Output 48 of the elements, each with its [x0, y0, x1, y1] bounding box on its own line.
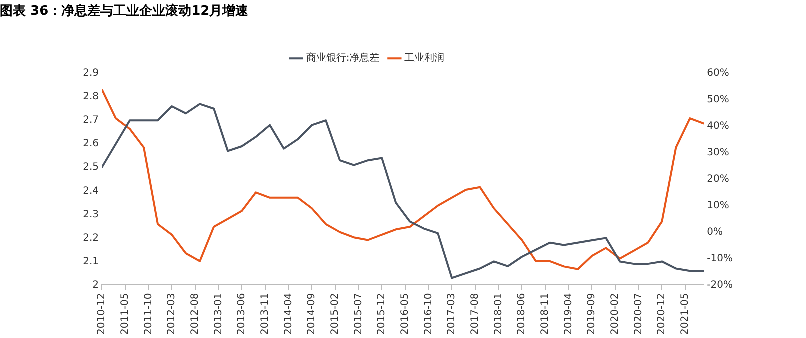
x-tick-label: 2019-04 — [563, 293, 574, 336]
y-tick-label: 2.6 — [83, 138, 99, 150]
y-tick-label: 2.7 — [83, 115, 99, 126]
x-tick-label: 2017-03 — [446, 293, 458, 336]
x-tick-label: 2020-12 — [656, 293, 668, 336]
y2-tick-label: 40% — [707, 121, 730, 132]
y-tick-label: 2.5 — [83, 162, 99, 174]
x-tick-label: 2015-12 — [376, 293, 388, 336]
y-tick-label: 2.8 — [83, 92, 99, 103]
y2-tick-label: 50% — [707, 94, 730, 106]
y-tick-label: 2.3 — [83, 209, 99, 220]
x-tick-label: 2014-09 — [306, 293, 318, 336]
x-tick-label: 2017-08 — [470, 293, 482, 336]
x-tick-label: 2016-05 — [400, 293, 412, 336]
y-tick-label: 2.9 — [83, 68, 99, 80]
x-tick-label: 2015-02 — [330, 293, 341, 336]
x-tick-label: 2012-03 — [166, 293, 178, 336]
y2-tick-label: -10% — [707, 253, 734, 264]
x-tick-label: 2013-01 — [213, 293, 224, 336]
x-tick-label: 2019-09 — [586, 293, 598, 336]
x-tick-label: 2020-07 — [633, 293, 644, 336]
y-tick-label: 2 — [92, 280, 99, 291]
legend-label: 商业银行:净息差 — [306, 52, 380, 64]
x-tick-label: 2014-04 — [283, 293, 294, 336]
x-tick-label: 2011-05 — [120, 293, 131, 336]
y2-tick-label: 20% — [707, 174, 730, 186]
x-tick-label: 2016-10 — [423, 293, 434, 336]
y2-tick-label: 30% — [707, 148, 730, 159]
x-tick-label: 2021-05 — [680, 293, 692, 336]
x-tick-label: 2013-11 — [260, 293, 271, 336]
y2-tick-label: 10% — [707, 200, 730, 212]
x-tick-label: 2011-10 — [143, 293, 154, 336]
y-tick-label: 2.2 — [83, 232, 99, 244]
x-tick-label: 2018-11 — [540, 293, 552, 336]
x-tick-label: 2015-07 — [353, 293, 364, 336]
x-tick-label: 2018-01 — [493, 293, 504, 336]
y-tick-label: 2.4 — [83, 186, 99, 197]
y2-tick-label: -20% — [707, 280, 734, 291]
chart-title: 图表 36：净息差与工业企业滚动12月增速 — [0, 3, 250, 20]
y2-tick-label: 0% — [707, 226, 724, 238]
y-tick-label: 2.1 — [83, 256, 99, 268]
y2-tick-label: 60% — [707, 68, 730, 80]
x-tick-label: 2018-06 — [516, 293, 528, 336]
x-tick-label: 2010-12 — [96, 293, 108, 336]
x-tick-label: 2020-02 — [610, 293, 622, 336]
legend-label: 工业利润 — [404, 52, 445, 64]
x-tick-label: 2012-08 — [190, 293, 201, 336]
x-tick-label: 2013-06 — [236, 293, 248, 336]
